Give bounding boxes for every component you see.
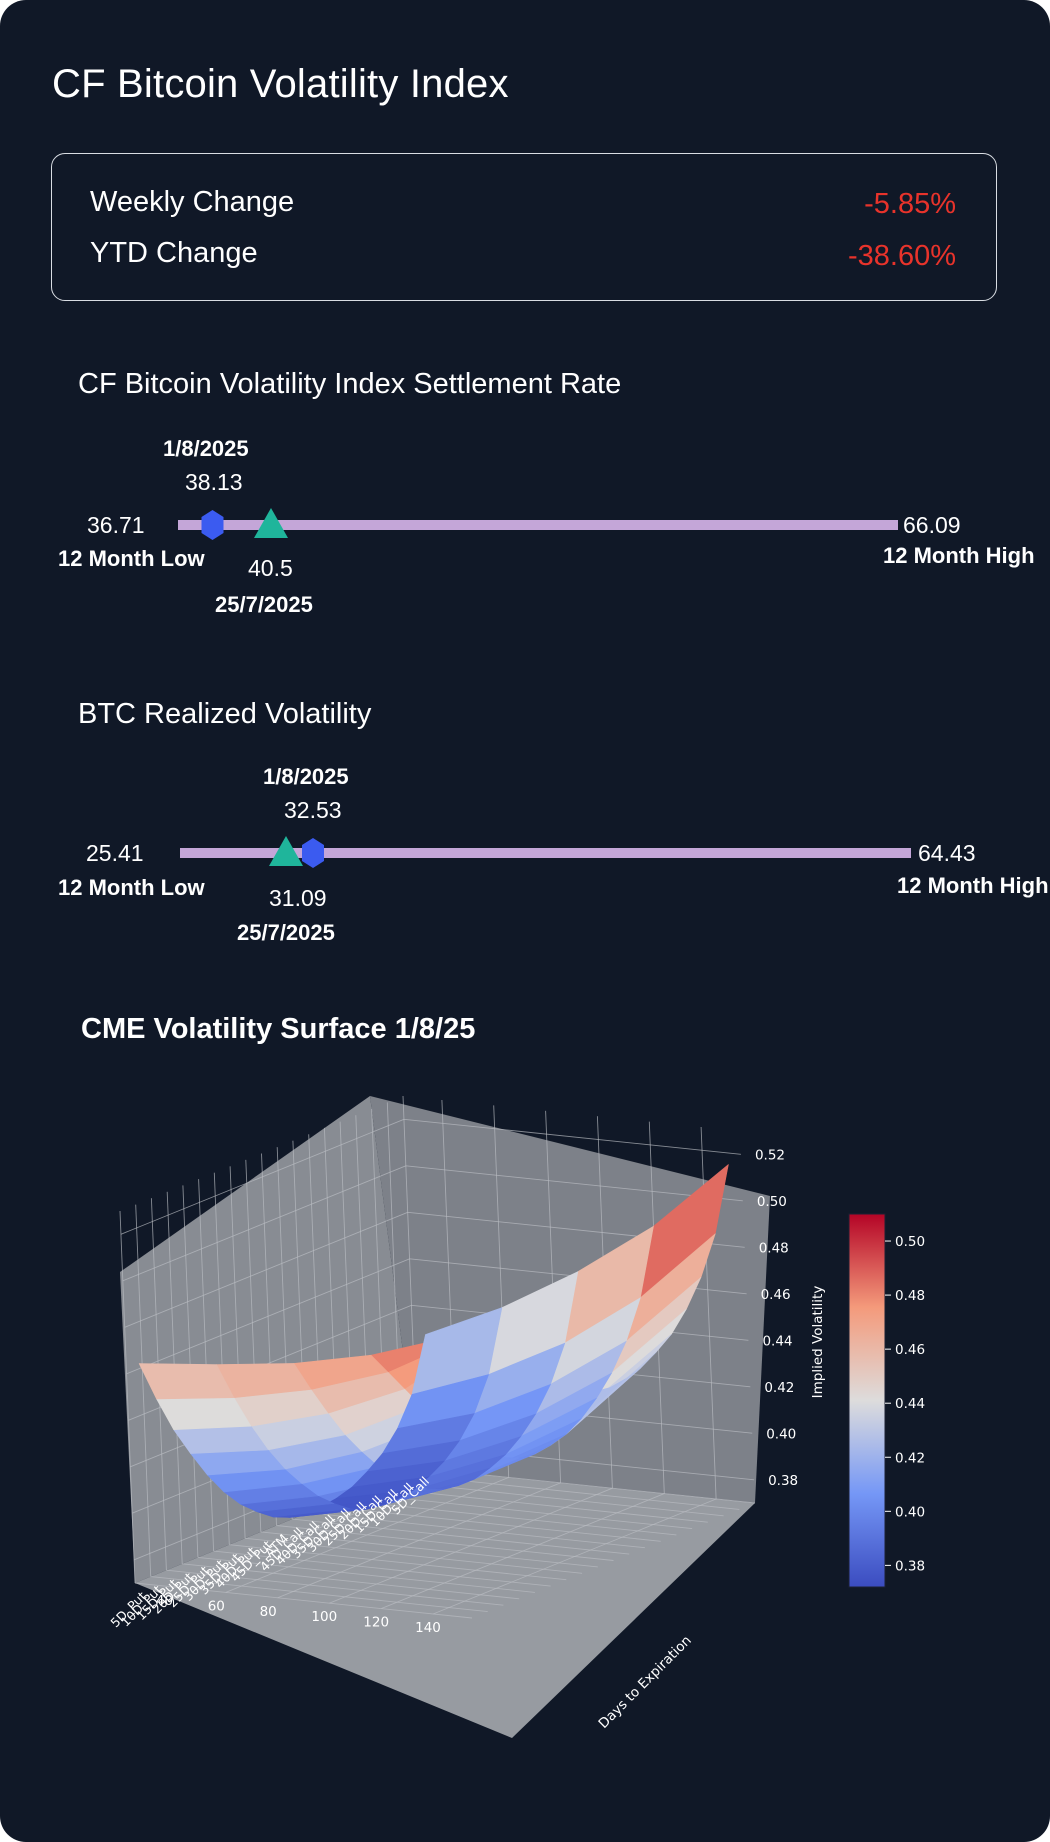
realized-current-marker xyxy=(302,838,324,868)
days-tick-label: 120 xyxy=(363,1615,389,1631)
floor-grid-line xyxy=(166,1569,504,1606)
settlement-prior-date: 25/7/2025 xyxy=(215,592,313,617)
floor-grid-line xyxy=(197,1556,535,1593)
settlement-prior-value: 40.5 xyxy=(248,555,293,581)
colorbar-tick-label: 0.44 xyxy=(895,1396,925,1412)
z-grid-line xyxy=(122,1165,743,1282)
settlement-low-label: 12 Month Low xyxy=(58,546,205,571)
z-tick-label: 0.40 xyxy=(766,1426,796,1442)
z-grid-line xyxy=(120,1118,741,1235)
realized-current-value: 32.53 xyxy=(284,797,342,823)
colorbar-tick-label: 0.38 xyxy=(895,1558,925,1574)
floor-grid-line xyxy=(229,1544,567,1581)
z-tick-label: 0.50 xyxy=(757,1194,787,1210)
settlement-low-value: 36.71 xyxy=(87,512,145,538)
z-tick-label: 0.46 xyxy=(761,1287,791,1303)
days-tick-label: 40 xyxy=(156,1593,173,1609)
days-tick-label: 80 xyxy=(260,1604,277,1620)
realized-low-value: 25.41 xyxy=(86,840,144,866)
realized-range-track xyxy=(180,836,911,868)
floor-grid-line xyxy=(182,1563,520,1600)
floor-grid-line xyxy=(355,1493,693,1530)
realized-prior-date: 25/7/2025 xyxy=(237,920,335,945)
colorbar-ticks: 0.38 0.40 0.42 0.44 0.46 0.48 0.50 xyxy=(885,1234,925,1574)
settlement-range-track xyxy=(178,508,898,540)
surface-cell xyxy=(138,1363,235,1400)
realized-high-value: 64.43 xyxy=(918,840,976,866)
colorbar-tick-label: 0.42 xyxy=(895,1450,925,1466)
realized-current-date: 1/8/2025 xyxy=(263,764,349,789)
realized-range-bar xyxy=(180,848,911,858)
floor-grid-line xyxy=(245,1537,583,1574)
colorbar-tick-label: 0.46 xyxy=(895,1342,925,1358)
settlement-current-date: 1/8/2025 xyxy=(163,436,249,461)
change-summary-box: Weekly Change -5.85% YTD Change -38.60% xyxy=(51,153,997,301)
surface-chart-title: CME Volatility Surface 1/8/25 xyxy=(81,1013,476,1045)
settlement-prior-marker xyxy=(254,508,288,538)
days-tick-label: 140 xyxy=(415,1620,441,1636)
floor-grid-line xyxy=(276,1525,614,1561)
floor-grid-line xyxy=(150,1576,488,1613)
settlement-high-value: 66.09 xyxy=(903,512,961,538)
floor-grid-line xyxy=(339,1499,677,1536)
days-tick-label: 60 xyxy=(208,1598,225,1614)
floor-grid-line xyxy=(323,1505,661,1542)
days-axis-label: Days to Expiration xyxy=(596,1633,695,1732)
z-axis-label: Implied Volatility xyxy=(810,1286,826,1399)
ytd-change-label: YTD Change xyxy=(90,237,258,269)
z-tick-label: 0.44 xyxy=(762,1333,792,1349)
colorbar-tick-label: 0.40 xyxy=(895,1504,925,1520)
z-tick-label: 0.52 xyxy=(755,1147,785,1163)
page-title: CF Bitcoin Volatility Index xyxy=(52,62,509,106)
realized-prior-marker xyxy=(269,836,303,866)
floor-grid-line xyxy=(307,1512,645,1549)
settlement-range-bar xyxy=(178,520,898,530)
z-tick-label: 0.48 xyxy=(759,1240,789,1256)
settlement-current-value: 38.13 xyxy=(185,469,243,495)
floor-grid-line xyxy=(292,1518,630,1555)
weekly-change-value: -5.85% xyxy=(864,188,956,220)
back-grid-line xyxy=(119,1210,136,1584)
realized-vol-title: BTC Realized Volatility xyxy=(78,698,372,730)
colorbar xyxy=(848,1213,886,1588)
volatility-surface-chart: 5D_Put10D_Put15D_Put20D_Put25D_Put30D_Pu… xyxy=(107,1095,925,1738)
z-grid-line xyxy=(124,1211,745,1328)
surface-cells xyxy=(138,1164,729,1518)
days-tick-label: 100 xyxy=(311,1609,337,1625)
floor-grid-line xyxy=(134,1582,473,1619)
floor-grid-line xyxy=(213,1550,551,1587)
days-grid-line xyxy=(329,1116,613,1604)
days-grid-line xyxy=(225,1105,510,1593)
floor-pane xyxy=(135,1468,755,1738)
weekly-change-label: Weekly Change xyxy=(90,186,295,218)
settlement-current-marker xyxy=(201,510,224,540)
realized-high-label: 12 Month High xyxy=(897,873,1049,898)
settlement-high-label: 12 Month High xyxy=(883,543,1035,568)
realized-low-label: 12 Month Low xyxy=(58,875,205,900)
days-grid-line xyxy=(277,1110,562,1599)
z-tick-label: 0.38 xyxy=(768,1473,798,1489)
ytd-change-value: -38.60% xyxy=(847,240,956,272)
surface-cell xyxy=(173,1425,269,1454)
colorbar-tick-label: 0.48 xyxy=(895,1288,925,1304)
z-tick-label: 0.42 xyxy=(764,1380,794,1396)
colorbar-tick-label: 0.50 xyxy=(895,1234,925,1250)
realized-prior-value: 31.09 xyxy=(269,885,327,911)
back-grid-line xyxy=(135,1204,152,1577)
floor-grid-line xyxy=(260,1531,598,1568)
settlement-rate-title: CF Bitcoin Volatility Index Settlement R… xyxy=(78,368,622,400)
